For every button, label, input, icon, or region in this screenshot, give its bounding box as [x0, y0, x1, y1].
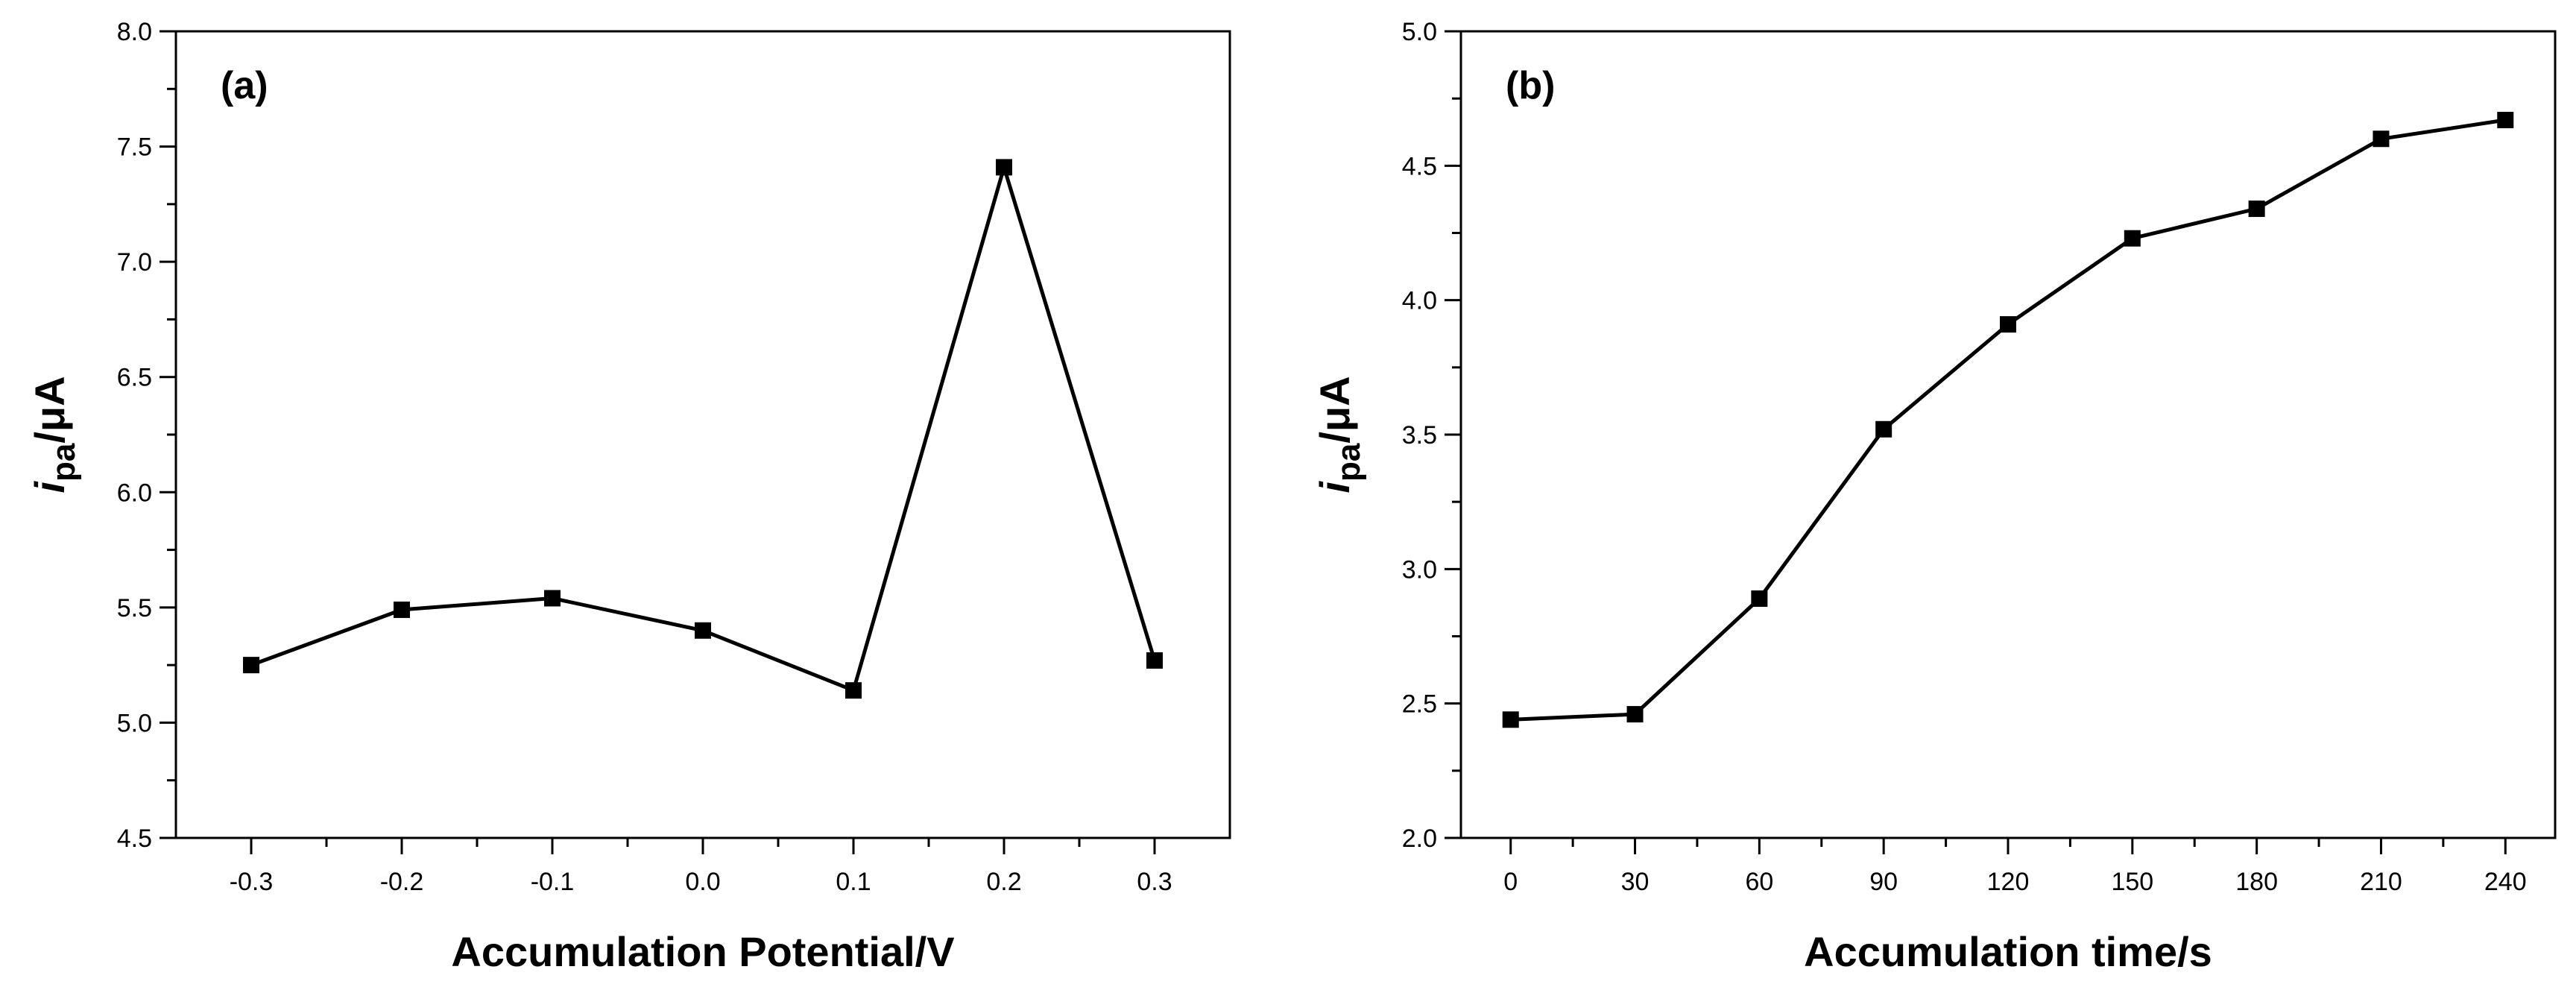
data-point [394, 601, 410, 618]
data-point [2124, 230, 2141, 247]
panel-label: (b) [1506, 64, 1555, 107]
y-tick-label: 3.0 [1402, 555, 1437, 584]
y-axis-title: ipa/μA [1311, 376, 1367, 493]
plot-frame [1459, 30, 2557, 839]
data-point [996, 159, 1012, 176]
plot-frame [174, 30, 1231, 839]
x-axis: 0 30 60 90 120 150 180 210 240 [1503, 838, 2527, 896]
data-point [2373, 130, 2390, 148]
x-tick-label: 210 [2360, 868, 2402, 896]
y-tick-label: 4.0 [1402, 287, 1437, 315]
data-point [1626, 706, 1644, 723]
data-point [2000, 316, 2016, 333]
series-line [250, 165, 1157, 693]
y-tick-label: 7.0 [117, 248, 152, 277]
data-points [1502, 112, 2514, 728]
x-axis-title: Accumulation time/s [1804, 928, 2212, 975]
y-axis-title-sub: pa [1330, 443, 1367, 482]
y-tick-label: 4.5 [117, 825, 152, 853]
chart-panel-a: (a) 4.55.05.56.06.57.07.58.0 -0.3 -0.2 -0.… [26, 18, 1231, 975]
data-point [544, 590, 561, 607]
y-axis-title-var: i [1311, 481, 1358, 494]
data-point [695, 622, 711, 639]
data-point [2497, 112, 2514, 129]
x-tick-label: 0.0 [685, 868, 720, 896]
y-tick-label: 4.5 [1402, 152, 1437, 180]
y-axis-title: ipa/μA [26, 376, 82, 493]
y-tick-label: 2.5 [1402, 690, 1437, 719]
data-points [243, 159, 1163, 699]
chart-panel-b: (b) 2.0 2.5 3.0 3.5 4.0 4.5 5.0 0 30 60 90 120 150 1… [1311, 18, 2557, 975]
data-point [243, 657, 259, 674]
x-tick-label: -0.3 [230, 868, 274, 896]
x-tick-label: -0.2 [380, 868, 424, 896]
y-axis: 2.0 2.5 3.0 3.5 4.0 4.5 5.0 [1402, 18, 1461, 853]
data-point [845, 682, 862, 699]
x-tick-label: 180 [2235, 868, 2278, 896]
series-line [1510, 118, 2506, 722]
y-tick-label: 6.0 [117, 479, 152, 507]
y-tick-label: 5.0 [1402, 18, 1437, 46]
data-point [1751, 590, 1768, 608]
panel-label: (a) [221, 64, 268, 107]
y-tick-label: 8.0 [117, 18, 152, 46]
data-point [1146, 652, 1163, 669]
data-point [1875, 420, 1892, 438]
x-tick-label: 0.1 [836, 868, 871, 896]
y-tick-label: 2.0 [1402, 825, 1437, 853]
x-tick-label: -0.1 [531, 868, 575, 896]
y-tick-label: 7.5 [117, 133, 152, 162]
y-tick-label: 5.5 [117, 594, 152, 622]
y-axis-title-unit: /μA [26, 376, 73, 443]
y-axis-title-sub: pa [45, 443, 82, 482]
x-tick-label: 120 [1987, 868, 2030, 896]
x-tick-label: 0.2 [986, 868, 1021, 896]
x-tick-label: 240 [2484, 868, 2527, 896]
x-tick-label: 0 [1503, 868, 1518, 896]
x-tick-label: 30 [1621, 868, 1650, 896]
x-axis-title: Accumulation Potential/V [451, 928, 954, 975]
y-axis: 4.5 5.0 5.5 6.0 6.5 7.0 7.5 8.0 [117, 18, 176, 853]
y-tick-label: 3.5 [1402, 421, 1437, 450]
y-tick-label: 6.5 [117, 364, 152, 392]
data-point [2248, 201, 2265, 218]
data-point [1502, 711, 1519, 728]
x-tick-label: 60 [1745, 868, 1773, 896]
y-tick-label: 5.0 [117, 709, 152, 737]
y-axis-title-var: i [26, 481, 73, 494]
x-axis: -0.3 -0.2 -0.1 0.0 0.1 0.2 0.3 [230, 838, 1172, 896]
x-tick-label: 90 [1869, 868, 1898, 896]
y-axis-title-unit: /μA [1311, 376, 1358, 443]
x-tick-label: 150 [2111, 868, 2153, 896]
x-tick-label: 0.3 [1137, 868, 1172, 896]
